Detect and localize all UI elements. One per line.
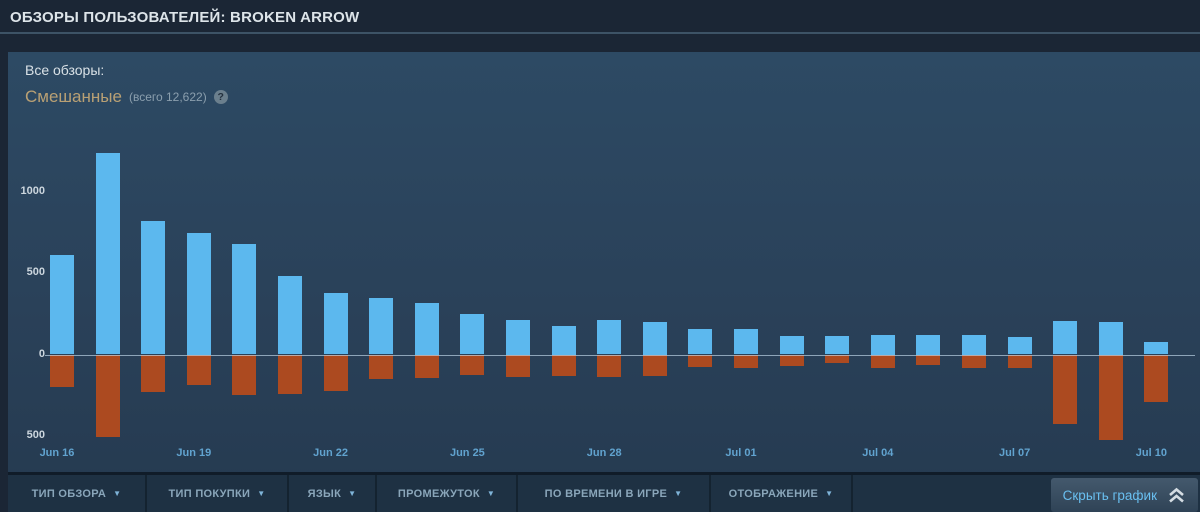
negative-bar [642,354,667,376]
negative-bar [1007,354,1032,369]
positive-bar [232,243,257,355]
negative-bar [460,354,485,375]
negative-bar [414,354,439,379]
positive-bar [779,335,804,355]
help-icon[interactable]: ? [213,90,228,104]
positive-bar [688,329,713,355]
x-axis-tick-label: Jul 10 [1135,447,1167,459]
negative-bar [50,354,74,387]
positive-bar [825,335,850,355]
review-chart: 1000 500 0 500 Jun 16 Jun 19 Jun 22 Jun 25 Jun 2… [8,130,1200,470]
negative-bar [141,354,166,392]
negative-bar [962,354,986,369]
chevron-down-icon: ▼ [348,489,357,498]
positive-bar [323,292,348,355]
positive-bar [186,232,211,355]
chevron-down-icon: ▼ [825,489,834,498]
positive-bar [1144,342,1169,355]
positive-bar [642,322,667,355]
positive-bar [414,302,439,355]
positive-bar [551,326,576,355]
review-score-summary: Смешанные [25,87,122,106]
chevron-down-icon: ▼ [113,489,122,498]
x-axis-tick-label: Jun 22 [313,447,349,459]
positive-bar [460,313,485,355]
negative-bar [779,354,804,366]
collapse-up-icon [1169,487,1184,502]
filter-playtime[interactable]: ПО ВРЕМЕНИ В ИГРЕ ▼ [518,475,711,512]
y-axis-tick-label: 500 [26,266,45,279]
chevron-down-icon: ▼ [674,489,683,498]
chevron-down-icon: ▼ [486,489,496,498]
reviews-panel: Все обзоры: Смешанные (всего 12,622) ? 1… [8,52,1200,512]
review-summary: Все обзоры: Смешанные (всего 12,622) ? [8,52,1200,107]
positive-bar [50,255,74,355]
hide-graph-label: Скрыть график [1062,487,1157,503]
hide-graph-button[interactable]: Скрыть график [1050,478,1198,512]
positive-bar [597,320,622,355]
chevron-down-icon: ▼ [257,489,266,498]
positive-bar [1007,337,1032,355]
all-reviews-label: Все обзоры: [25,62,105,78]
filter-bar: ТИП ОБЗОРА ▼ ТИП ПОКУПКИ ▼ ЯЗЫК ▼ ПРОМЕЖ… [8,472,1200,512]
negative-bar [734,354,758,368]
zero-axis-line [45,354,1195,356]
positive-bar [870,335,895,355]
negative-bar [916,354,941,366]
filter-date-range[interactable]: ПРОМЕЖУТОК ▼ [377,475,518,512]
negative-bar [1053,354,1078,425]
negative-bar [232,354,257,396]
negative-bar [95,354,120,437]
positive-bar [506,319,530,355]
y-axis-tick-label: 500 [26,428,45,441]
positive-bar [1098,322,1123,355]
x-axis-tick-label: Jun 25 [449,447,485,459]
y-axis-tick-label: 1000 [20,184,45,197]
x-axis-tick-label: Jun 19 [176,447,212,459]
positive-bar [95,152,120,355]
filter-purchase-type[interactable]: ТИП ПОКУПКИ ▼ [147,475,289,512]
positive-bar [916,335,941,355]
negative-bar [1144,354,1169,402]
review-total-count: (всего 12,622) [128,90,207,104]
positive-bar [734,329,758,355]
filter-review-type[interactable]: ТИП ОБЗОРА ▼ [8,475,147,512]
x-axis-tick-label: Jun 16 [39,447,75,459]
negative-bar [551,354,576,376]
x-axis-tick-label: Jul 01 [725,447,757,459]
x-axis-tick-label: Jun 28 [586,447,622,459]
negative-bar [1098,354,1123,440]
positive-bar [1053,321,1078,355]
filter-language[interactable]: ЯЗЫК ▼ [289,475,377,512]
negative-bar [506,354,530,378]
positive-bar [962,335,986,355]
negative-bar [186,354,211,386]
positive-bar [278,275,302,355]
positive-bar [141,221,166,355]
x-axis-tick-label: Jul 07 [999,447,1031,459]
x-axis-tick-label: Jul 04 [862,447,894,459]
negative-bar [278,354,302,394]
negative-bar [825,354,850,364]
page-title: ОБЗОРЫ ПОЛЬЗОВАТЕЛЕЙ: BROKEN ARROW [0,0,1200,34]
negative-bar [323,354,348,392]
filter-display[interactable]: ОТОБРАЖЕНИЕ ▼ [711,475,853,512]
negative-bar [688,354,713,367]
negative-bar [597,354,622,378]
positive-bar [369,297,394,355]
y-axis-tick-label: 0 [38,347,45,360]
negative-bar [870,354,895,368]
negative-bar [369,354,394,379]
